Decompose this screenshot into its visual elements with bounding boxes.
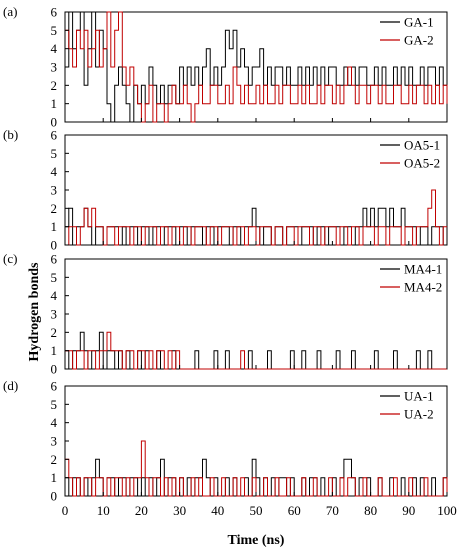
x-tick-label: 30 bbox=[173, 503, 186, 518]
series-line-oa5-2 bbox=[65, 189, 447, 246]
y-tick-label: 6 bbox=[51, 5, 58, 20]
x-tick-label: 50 bbox=[250, 503, 263, 518]
y-tick-label: 3 bbox=[51, 183, 58, 198]
series-line-ga-1 bbox=[65, 11, 447, 123]
y-tick-label: 4 bbox=[51, 164, 58, 179]
legend-label: UA-1 bbox=[404, 389, 434, 404]
legend-label: MA4-2 bbox=[404, 280, 442, 295]
y-tick-label: 1 bbox=[51, 343, 58, 358]
panels-group: 0 1 2 3 4 5 6 (a) GA-1 GA-2 0 1 2 3 4 5 6 (b) OA5-1 OA5-2 0 1… bbox=[3, 4, 457, 518]
legend-label: MA4-1 bbox=[404, 262, 442, 277]
x-tick-label: 60 bbox=[288, 503, 301, 518]
x-tick-label: 100 bbox=[437, 503, 457, 518]
y-tick-label: 6 bbox=[51, 379, 58, 394]
y-tick-label: 3 bbox=[51, 60, 58, 75]
y-tick-label: 2 bbox=[51, 325, 58, 340]
y-tick-label: 2 bbox=[51, 78, 58, 93]
panel-1: 0 1 2 3 4 5 6 (a) GA-1 GA-2 bbox=[3, 4, 448, 130]
y-tick-label: 5 bbox=[51, 270, 58, 285]
y-tick-label: 2 bbox=[51, 201, 58, 216]
y-tick-label: 0 bbox=[51, 238, 58, 253]
legend-label: OA5-2 bbox=[404, 156, 440, 171]
y-tick-label: 1 bbox=[51, 219, 58, 234]
y-tick-label: 4 bbox=[51, 41, 58, 56]
y-tick-label: 5 bbox=[51, 146, 58, 161]
y-tick-label: 0 bbox=[51, 362, 58, 377]
y-tick-label: 1 bbox=[51, 470, 58, 485]
legend-label: UA-2 bbox=[404, 407, 434, 422]
x-tick-label: 0 bbox=[62, 503, 69, 518]
x-tick-label: 10 bbox=[97, 503, 110, 518]
y-tick-label: 3 bbox=[51, 307, 58, 322]
y-tick-label: 5 bbox=[51, 23, 58, 38]
y-tick-label: 4 bbox=[51, 415, 58, 430]
y-tick-label: 1 bbox=[51, 96, 58, 111]
y-tick-label: 3 bbox=[51, 434, 58, 449]
panel-label: (d) bbox=[3, 378, 18, 393]
y-tick-label: 0 bbox=[51, 115, 58, 130]
y-tick-label: 4 bbox=[51, 288, 58, 303]
y-tick-label: 5 bbox=[51, 397, 58, 412]
y-axis-title: Hydrogen bonds bbox=[27, 262, 42, 361]
panel-4: 0 1 2 3 4 5 6 (d) UA-1 UA-2 bbox=[3, 378, 448, 504]
series-line-oa5-1 bbox=[65, 207, 448, 246]
x-tick-label: 40 bbox=[211, 503, 224, 518]
series-line-ua-2 bbox=[65, 440, 448, 497]
legend-label: GA-1 bbox=[404, 15, 434, 30]
y-tick-label: 6 bbox=[51, 128, 58, 143]
x-tick-label: 90 bbox=[402, 503, 415, 518]
panel-label: (c) bbox=[3, 251, 17, 266]
legend-label: OA5-1 bbox=[404, 138, 440, 153]
y-tick-label: 0 bbox=[51, 489, 58, 504]
y-tick-label: 2 bbox=[51, 452, 58, 467]
panel-3: 0 1 2 3 4 5 6 (c) MA4-1 MA4-2 bbox=[3, 251, 448, 377]
legend-label: GA-2 bbox=[404, 33, 434, 48]
y-tick-label: 6 bbox=[51, 252, 58, 267]
x-tick-label: 20 bbox=[135, 503, 148, 518]
panel-label: (b) bbox=[3, 127, 18, 142]
panel-2: 0 1 2 3 4 5 6 (b) OA5-1 OA5-2 bbox=[3, 127, 448, 253]
series-line-ma4-2 bbox=[65, 331, 447, 370]
x-axis-title: Time (ns) bbox=[228, 533, 285, 548]
series-line-ga-2 bbox=[65, 11, 448, 123]
x-tick-label: 80 bbox=[364, 503, 377, 518]
x-tick-label: 70 bbox=[326, 503, 339, 518]
panel-label: (a) bbox=[3, 4, 17, 19]
